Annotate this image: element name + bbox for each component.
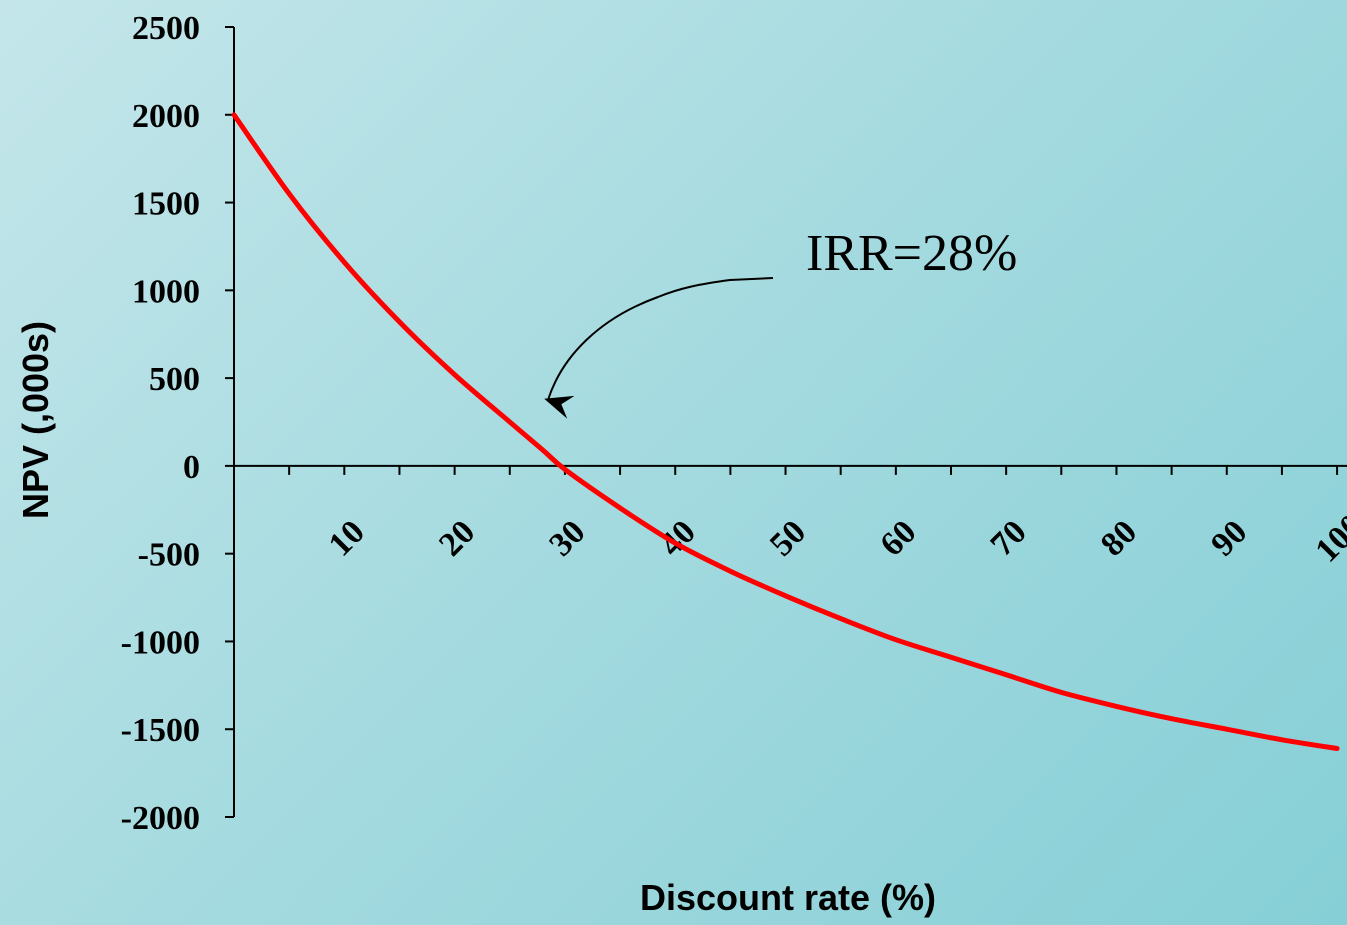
- x-tick-label: 60: [873, 513, 923, 563]
- npv-series-line: [231, 112, 1340, 751]
- y-tick-label: -500: [138, 537, 200, 574]
- x-tick-label: 70: [984, 513, 1034, 563]
- y-tick-label: 500: [149, 361, 200, 398]
- x-tick-label: 20: [432, 513, 482, 563]
- x-tick-label: 100: [1309, 507, 1347, 569]
- x-tick-label: 50: [763, 513, 813, 563]
- y-tick-label: -1000: [121, 624, 200, 661]
- x-tick-label: 80: [1094, 513, 1144, 563]
- y-tick-label: -1500: [121, 712, 200, 749]
- x-tick-label: 30: [542, 513, 592, 563]
- y-axis-title: NPV (,000s): [15, 321, 56, 519]
- y-tick-label: 0: [183, 449, 200, 486]
- y-tick-label: 2000: [132, 98, 200, 135]
- annotation-group: IRR=28%: [544, 225, 1017, 419]
- irr-arrow: [544, 277, 774, 419]
- y-tick-label: -2000: [121, 800, 200, 837]
- y-axis: 2500 2000 1500 1000 500 0 -500 -1000 -1500 -2000: [121, 10, 235, 837]
- x-axis-title: Discount rate (%): [640, 877, 936, 918]
- irr-annotation: IRR=28%: [806, 225, 1017, 282]
- y-tick-label: 2500: [132, 10, 200, 47]
- x-tick-label: 10: [322, 513, 372, 563]
- y-tick-label: 1500: [132, 186, 200, 223]
- y-tick-label: 1000: [132, 273, 200, 310]
- series-group: [231, 112, 1340, 751]
- x-tick-label: 90: [1204, 513, 1254, 563]
- x-axis: 10 20 30 40 50 60 70 80 90 100: [234, 464, 1347, 570]
